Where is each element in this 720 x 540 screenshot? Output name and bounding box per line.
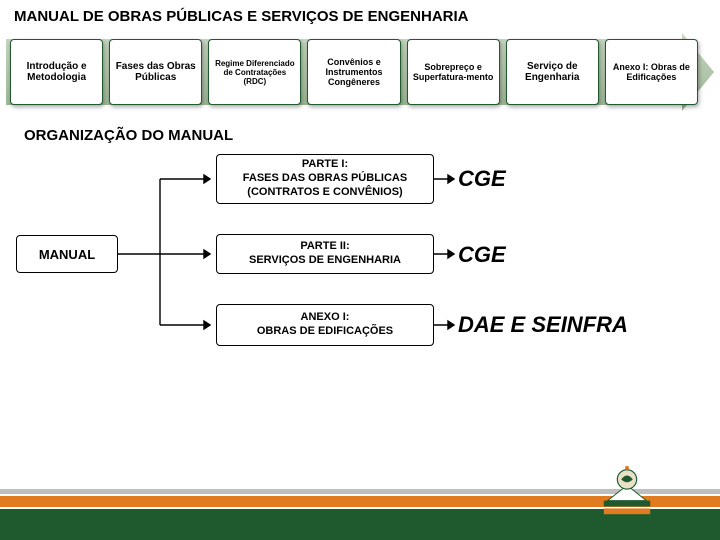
page-title: MANUAL DE OBRAS PÚBLICAS E SERVIÇOS DE E… [0,0,720,31]
part1-line1: PARTE I: [302,158,348,172]
part1-line2: FASES DAS OBRAS PÚBLICAS [243,172,407,186]
part2-line1: PARTE II: [300,240,349,254]
nav-box-sobrepreco: Sobrepreço e Superfatura-mento [407,39,500,105]
owner-2: CGE [458,242,506,268]
nav-box-servico: Serviço de Engenharia [506,39,599,105]
nav-box-rdc: Regime Diferenciado de Contratações (RDC… [208,39,301,105]
part-box-1: PARTE I: FASES DAS OBRAS PÚBLICAS (CONTR… [216,154,434,204]
part3-line1: ANEXO I: [301,311,350,325]
part3-line2: OBRAS DE EDIFICAÇÕES [257,325,393,339]
nav-box-convenios: Convênios e Instrumentos Congêneres [307,39,400,105]
section-subtitle: ORGANIZAÇÃO DO MANUAL [0,121,720,154]
nav-boxes: Introdução e Metodologia Fases das Obras… [6,39,714,105]
owner-1: CGE [458,166,506,192]
part-box-3: ANEXO I: OBRAS DE EDIFICAÇÕES [216,304,434,346]
manual-box: MANUAL [16,235,118,273]
footer [0,474,720,540]
nav-box-anexo: Anexo I: Obras de Edificações [605,39,698,105]
part2-line2: SERVIÇOS DE ENGENHARIA [249,254,401,268]
gov-logo-icon [598,462,656,520]
owner-3: DAE E SEINFRA [458,312,628,338]
part1-line3: (CONTRATOS E CONVÊNIOS) [247,186,402,200]
org-diagram: MANUAL PARTE I: FASES DAS OBRAS PÚBLICAS… [10,154,710,384]
nav-box-fases: Fases das Obras Públicas [109,39,202,105]
nav-box-intro: Introdução e Metodologia [10,39,103,105]
nav-arrow-row: Introdução e Metodologia Fases das Obras… [6,33,714,111]
part-box-2: PARTE II: SERVIÇOS DE ENGENHARIA [216,234,434,274]
